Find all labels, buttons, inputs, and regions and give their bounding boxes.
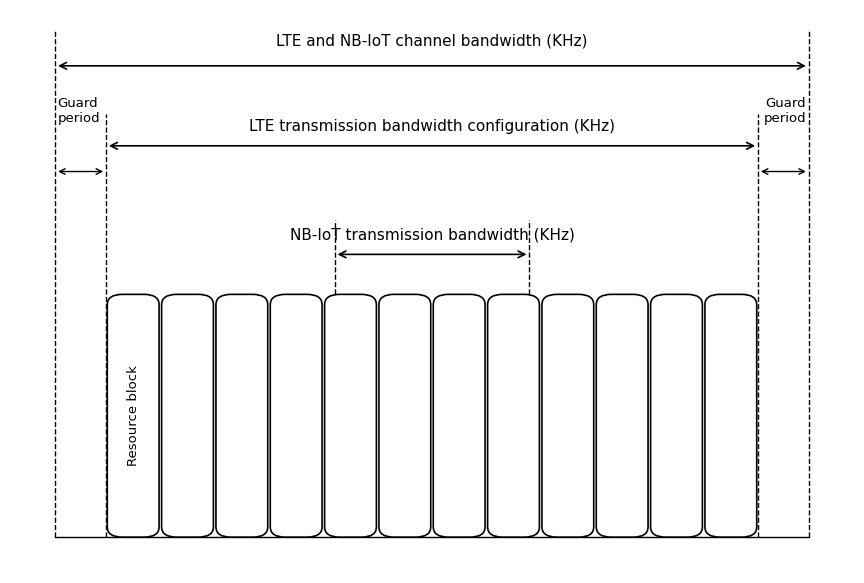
FancyBboxPatch shape — [216, 294, 268, 537]
Text: Resource block: Resource block — [127, 366, 140, 466]
FancyBboxPatch shape — [596, 294, 648, 537]
FancyBboxPatch shape — [325, 294, 377, 537]
FancyBboxPatch shape — [651, 294, 702, 537]
Text: LTE transmission bandwidth configuration (KHz): LTE transmission bandwidth configuration… — [249, 120, 615, 135]
FancyBboxPatch shape — [433, 294, 485, 537]
FancyBboxPatch shape — [379, 294, 431, 537]
FancyBboxPatch shape — [107, 294, 159, 537]
FancyBboxPatch shape — [487, 294, 539, 537]
FancyBboxPatch shape — [542, 294, 594, 537]
Text: NB-IoT transmission bandwidth (KHz): NB-IoT transmission bandwidth (KHz) — [289, 228, 575, 243]
FancyBboxPatch shape — [162, 294, 213, 537]
Text: LTE and NB-IoT channel bandwidth (KHz): LTE and NB-IoT channel bandwidth (KHz) — [276, 34, 588, 49]
FancyBboxPatch shape — [270, 294, 322, 537]
Text: Guard
period: Guard period — [764, 97, 806, 125]
Text: Guard
period: Guard period — [58, 97, 100, 125]
FancyBboxPatch shape — [705, 294, 757, 537]
